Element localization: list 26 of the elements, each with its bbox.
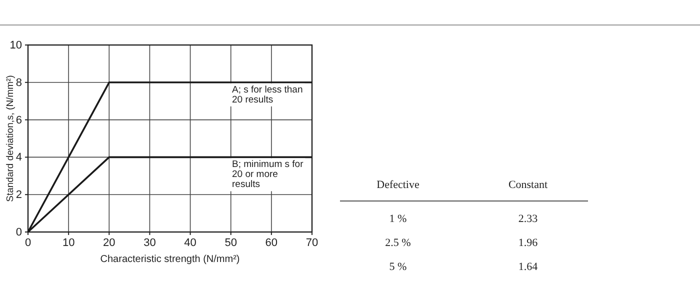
y-tick-label: 8 — [16, 76, 22, 89]
x-tick-label: 60 — [265, 236, 278, 249]
series-label: B; minimum s for 20 or more results — [232, 159, 304, 190]
text: 1.64 — [518, 261, 538, 273]
y-tick-label: 0 — [16, 226, 22, 239]
text: 1.96 — [518, 237, 538, 249]
y-tick-label: 10 — [10, 40, 22, 52]
text: Defective — [376, 179, 420, 191]
text: 2.33 — [518, 213, 538, 225]
x-tick-label: 10 — [62, 236, 75, 249]
x-tick-label: 70 — [306, 236, 318, 249]
x-tick-label: 20 — [103, 236, 116, 249]
x-tick-label: 0 — [24, 236, 32, 249]
y-tick-label: 4 — [16, 152, 22, 164]
x-axis-title: Characteristic strength (N/mm²) — [100, 254, 240, 265]
text: 5 % — [389, 261, 407, 273]
y-tick-label: 6 — [16, 114, 22, 126]
text: 2.5 % — [385, 237, 411, 249]
x-tick-label: 50 — [224, 236, 237, 249]
x-tick-label: 30 — [144, 236, 156, 249]
x-tick-label: 40 — [184, 236, 196, 249]
text: 1 % — [389, 213, 407, 225]
y-axis-title: Standard deviation,s, (N/mm²) — [5, 75, 16, 202]
series-label: A; s for less than 20 results — [232, 84, 303, 106]
y-tick-label: 2 — [16, 189, 22, 202]
text: Constant — [508, 179, 548, 191]
